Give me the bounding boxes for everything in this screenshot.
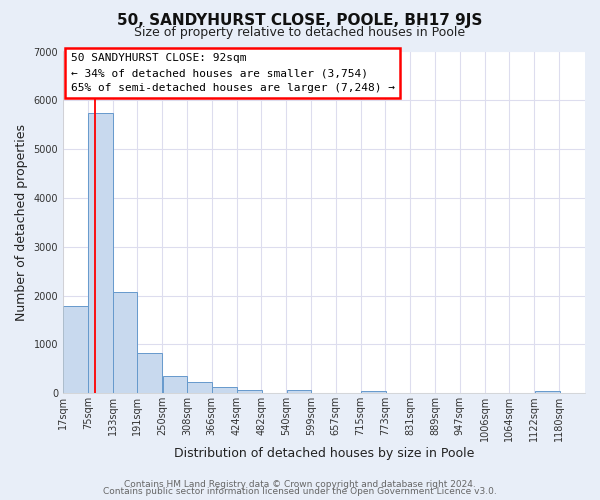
Text: Contains HM Land Registry data © Crown copyright and database right 2024.: Contains HM Land Registry data © Crown c…: [124, 480, 476, 489]
Text: 50 SANDYHURST CLOSE: 92sqm
← 34% of detached houses are smaller (3,754)
65% of s: 50 SANDYHURST CLOSE: 92sqm ← 34% of deta…: [71, 53, 395, 93]
Bar: [287, 390, 311, 393]
Bar: [88, 112, 113, 393]
Text: Size of property relative to detached houses in Poole: Size of property relative to detached ho…: [134, 26, 466, 39]
Bar: [137, 353, 162, 393]
Text: Contains public sector information licensed under the Open Government Licence v3: Contains public sector information licen…: [103, 487, 497, 496]
Bar: [237, 390, 262, 393]
Bar: [535, 390, 560, 393]
Bar: [187, 382, 212, 393]
Text: 50, SANDYHURST CLOSE, POOLE, BH17 9JS: 50, SANDYHURST CLOSE, POOLE, BH17 9JS: [118, 12, 482, 28]
Bar: [361, 390, 386, 393]
Bar: [163, 376, 187, 393]
X-axis label: Distribution of detached houses by size in Poole: Distribution of detached houses by size …: [174, 447, 474, 460]
Y-axis label: Number of detached properties: Number of detached properties: [15, 124, 28, 321]
Bar: [63, 306, 88, 393]
Bar: [212, 388, 237, 393]
Bar: [113, 292, 137, 393]
